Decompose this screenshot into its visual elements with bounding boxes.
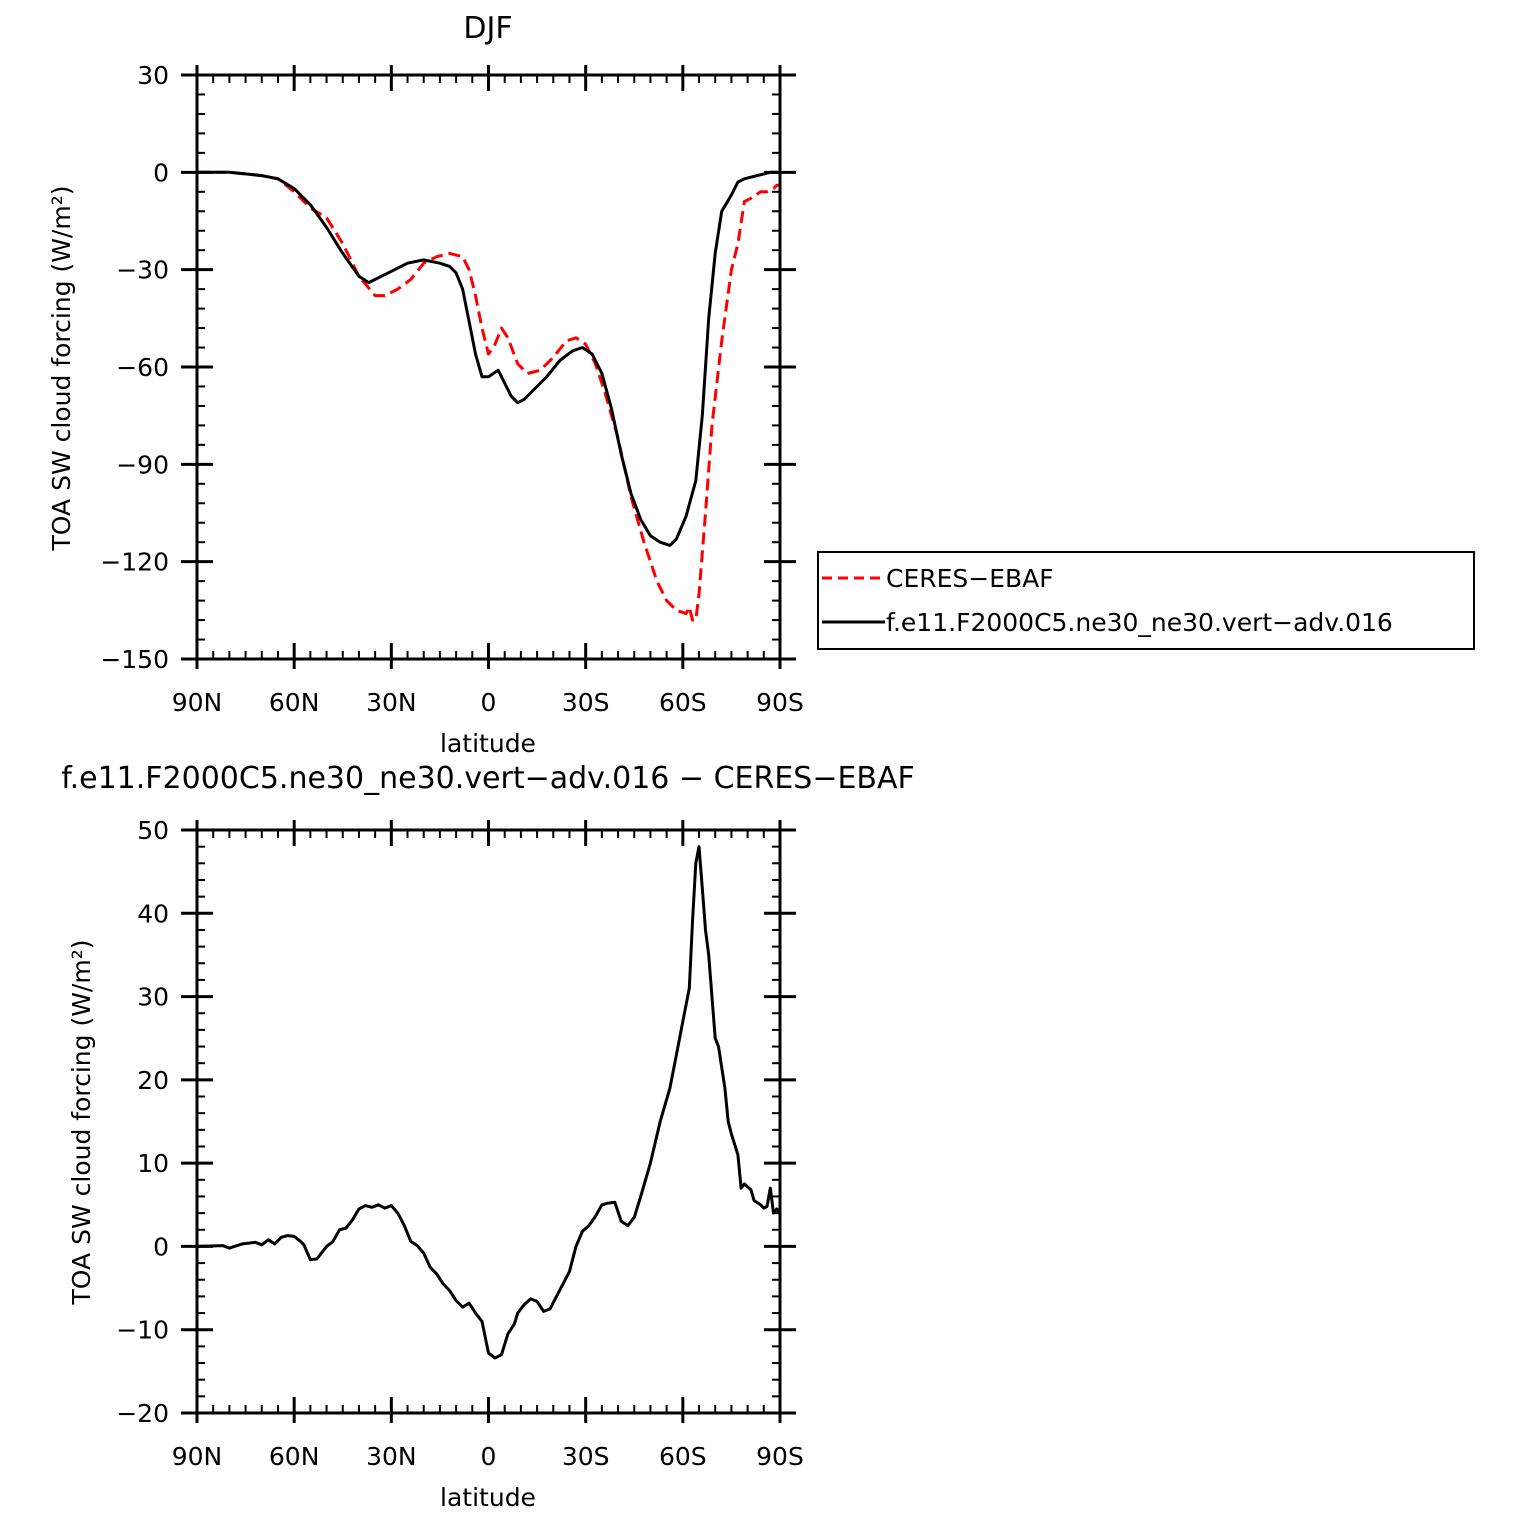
plot-title: DJF	[463, 11, 512, 46]
y-tick-label: −20	[116, 1399, 169, 1428]
plot-title: f.e11.F2000C5.ne30_ne30.vert−adv.016 − C…	[61, 761, 915, 796]
y-tick-label: −30	[116, 256, 169, 285]
x-tick-label: 0	[481, 1442, 497, 1471]
y-tick-label: 0	[153, 1232, 169, 1261]
y-tick-label: 50	[137, 816, 169, 845]
axes-ticks: 90N 60N 30N 0 30S 60S 90S 30 0 −30 −60 −90 −120 −150	[100, 61, 804, 717]
axes-ticks: 90N 60N 30N 0 30S 60S 90S 50 40 30 20 10 0 −10 −20	[116, 816, 804, 1471]
x-tick-label: 60N	[269, 1442, 320, 1471]
y-axis-title: TOA SW cloud forcing (W/m²)	[67, 940, 96, 1306]
y-tick-label: −150	[100, 645, 169, 674]
series-line-ceres	[197, 170, 780, 622]
y-tick-label: 30	[137, 983, 169, 1012]
plot-frame	[195, 828, 782, 1415]
series-lines	[197, 170, 780, 622]
x-tick-label: 30S	[562, 1442, 610, 1471]
x-tick-label: 60S	[659, 1442, 707, 1471]
y-tick-label: −10	[116, 1316, 169, 1345]
series-line-model	[197, 170, 780, 547]
x-tick-label: 90S	[756, 688, 804, 717]
x-tick-label: 30N	[366, 1442, 417, 1471]
top-panel: DJF TOA SW cloud forcing (W/m²) latitude…	[47, 11, 804, 758]
series-lines	[196, 845, 782, 1360]
x-tick-label: 90S	[756, 1442, 804, 1471]
legend-label-ceres: CERES−EBAF	[886, 564, 1054, 593]
x-tick-label: 30S	[562, 688, 610, 717]
x-axis-title: latitude	[440, 1483, 536, 1512]
y-tick-label: 10	[137, 1149, 169, 1178]
plot-frame	[195, 73, 782, 661]
legend: CERES−EBAF f.e11.F2000C5.ne30_ne30.vert−…	[817, 551, 1475, 650]
x-tick-label: 60N	[269, 688, 320, 717]
y-tick-label: 30	[137, 61, 169, 90]
y-tick-label: −90	[116, 450, 169, 479]
legend-label-model: f.e11.F2000C5.ne30_ne30.vert−adv.016	[886, 608, 1393, 637]
series-line-model	[196, 845, 782, 1360]
y-tick-label: −120	[100, 548, 169, 577]
x-tick-label: 90N	[172, 688, 223, 717]
y-axis-title: TOA SW cloud forcing (W/m²)	[47, 186, 76, 552]
x-axis-title: latitude	[440, 729, 536, 758]
y-tick-label: 40	[137, 899, 169, 928]
x-tick-label: 90N	[172, 1442, 223, 1471]
y-tick-label: −60	[116, 353, 169, 382]
x-tick-label: 60S	[659, 688, 707, 717]
x-tick-label: 30N	[366, 688, 417, 717]
legend-box	[817, 551, 1475, 650]
x-tick-label: 0	[481, 688, 497, 717]
y-tick-label: 20	[137, 1066, 169, 1095]
y-tick-label: 0	[153, 158, 169, 187]
bottom-panel: f.e11.F2000C5.ne30_ne30.vert−adv.016 − C…	[61, 761, 915, 1512]
